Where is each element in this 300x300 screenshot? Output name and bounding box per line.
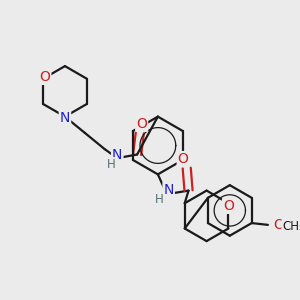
Text: CH₃: CH₃ bbox=[282, 220, 300, 233]
Text: H: H bbox=[155, 193, 164, 206]
Text: N: N bbox=[164, 183, 174, 197]
Text: N: N bbox=[112, 148, 122, 162]
Text: O: O bbox=[273, 218, 284, 232]
Text: N: N bbox=[60, 111, 70, 125]
Text: O: O bbox=[178, 152, 189, 166]
Text: O: O bbox=[223, 199, 234, 213]
Text: H: H bbox=[106, 158, 115, 171]
Text: O: O bbox=[136, 117, 147, 131]
Text: O: O bbox=[39, 70, 50, 84]
